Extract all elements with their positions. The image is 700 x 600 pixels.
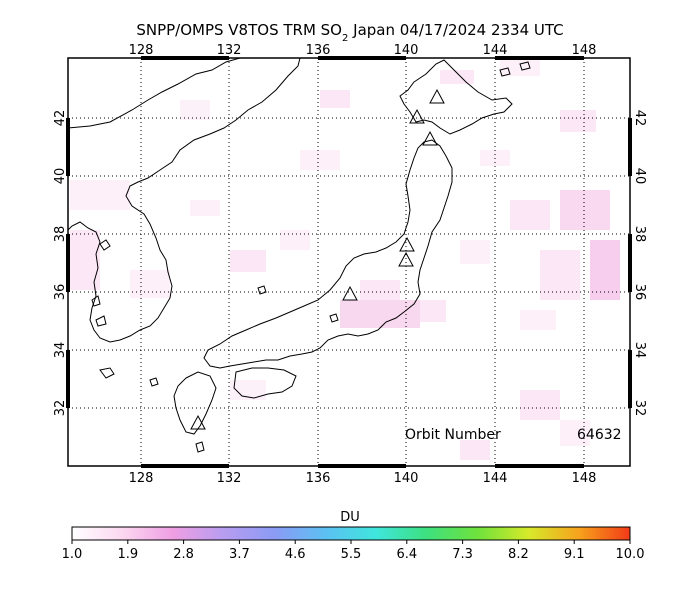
lat-label-left: 42: [53, 110, 68, 127]
lon-label-top: 136: [306, 43, 331, 58]
colorbar-tick-label: 8.2: [508, 547, 529, 562]
shikoku-coast: [233, 367, 297, 399]
colorbar-tick-label: 10.0: [616, 547, 645, 562]
colorbar-tick-label: 6.4: [396, 547, 417, 562]
volcano-triangle: [190, 414, 206, 430]
top-lon-labels: 128 132 136 140 144 148: [129, 43, 597, 58]
volcano-triangle: [422, 130, 438, 146]
lon-label-top: 132: [217, 43, 242, 58]
map-title: SNPP/OMPS V8TOS TRM SO2 Japan 04/17/2024…: [136, 21, 563, 44]
lon-label-top: 128: [129, 43, 154, 58]
orbit-number-value: 64632: [577, 427, 622, 443]
lon-label-bottom: 128: [129, 471, 154, 486]
volcano-triangle: [398, 251, 414, 267]
volcano-triangle: [399, 236, 415, 252]
colorbar-tick-label: 7.3: [452, 547, 473, 562]
map-panel: 128 132 136 140 144 148 128 132 136 140 …: [53, 43, 647, 486]
lon-label-top: 144: [483, 43, 508, 58]
frame-edge-bars: [66, 56, 632, 468]
mainland-coast: [68, 58, 301, 343]
right-lat-labels: 42 40 38 36 34 32: [632, 110, 647, 417]
colorbar-tick-label: 1.0: [62, 547, 83, 562]
honshu-coast: [203, 139, 453, 369]
kyushu-coast: [173, 371, 217, 435]
lat-label-left: 34: [53, 342, 68, 359]
lat-label-left: 32: [53, 400, 68, 417]
left-lat-labels: 42 40 38 36 34 32: [53, 110, 68, 417]
lat-label-left: 36: [53, 284, 68, 301]
colorbar-tick-label: 5.5: [341, 547, 362, 562]
so2-retrieval-pixels: [70, 60, 620, 460]
volcano-markers: [190, 88, 445, 430]
lat-label-left: 38: [53, 226, 68, 243]
colorbar-tick-label: 9.1: [564, 547, 585, 562]
minor-islands: [99, 61, 531, 453]
lat-label-right: 42: [632, 110, 647, 127]
volcano-triangle: [342, 285, 358, 301]
volcano-triangle: [409, 108, 425, 124]
lon-label-bottom: 136: [306, 471, 331, 486]
hokkaido-coast: [399, 59, 513, 135]
lon-label-bottom: 140: [394, 471, 419, 486]
colorbar-tick-label: 4.6: [285, 547, 306, 562]
colorbar-title: DU: [340, 510, 360, 525]
lat-label-left: 40: [53, 168, 68, 185]
colorbar-tick-label: 1.9: [117, 547, 138, 562]
lat-label-right: 38: [632, 226, 647, 243]
lon-label-top: 148: [572, 43, 597, 58]
lat-label-right: 32: [632, 400, 647, 417]
volcano-triangle: [429, 88, 445, 104]
lon-label-bottom: 132: [217, 471, 242, 486]
orbit-number-label: Orbit Number: [405, 427, 501, 443]
coastlines: [68, 58, 531, 453]
colorbar-ticks: [71, 540, 631, 544]
colorbar-tick-label: 2.8: [173, 547, 194, 562]
lon-label-top: 140: [394, 43, 419, 58]
lat-label-right: 34: [632, 342, 647, 359]
lon-label-bottom: 144: [483, 471, 508, 486]
korea-west-islands: [91, 239, 111, 327]
colorbar: DU 1.0 1.9 2.8 3.7 4.6 5.5 6.4 7.3 8.2 9.1 10.0: [62, 510, 645, 562]
lat-label-right: 36: [632, 284, 647, 301]
colorbar-tick-label: 3.7: [229, 547, 250, 562]
colorbar-gradient: [71, 526, 631, 541]
colorbar-labels: 1.0 1.9 2.8 3.7 4.6 5.5 6.4 7.3 8.2 9.1 10.0: [62, 547, 645, 562]
lon-label-bottom: 148: [572, 471, 597, 486]
map-gridlines: [68, 58, 630, 466]
lat-label-right: 40: [632, 168, 647, 185]
bottom-lon-labels: 128 132 136 140 144 148: [129, 471, 597, 486]
